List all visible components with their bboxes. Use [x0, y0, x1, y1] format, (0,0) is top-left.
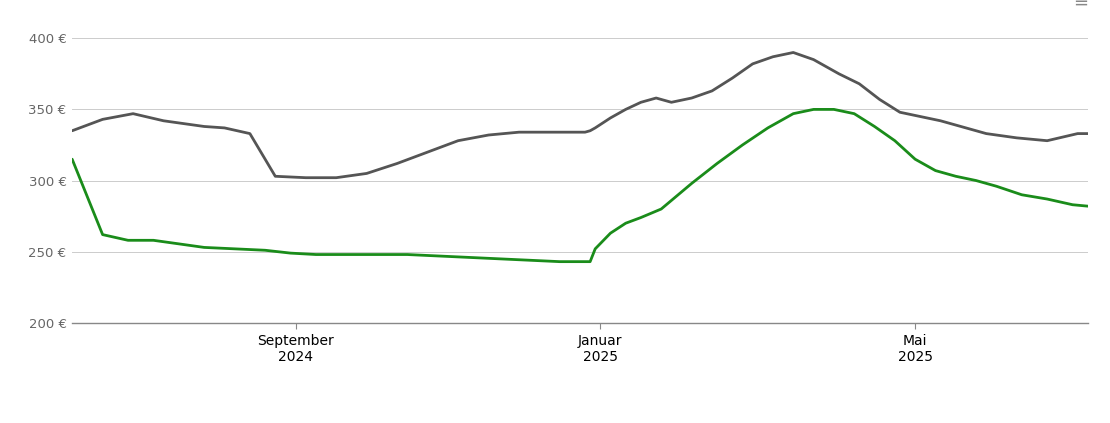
Text: ≡: ≡: [1072, 0, 1088, 11]
